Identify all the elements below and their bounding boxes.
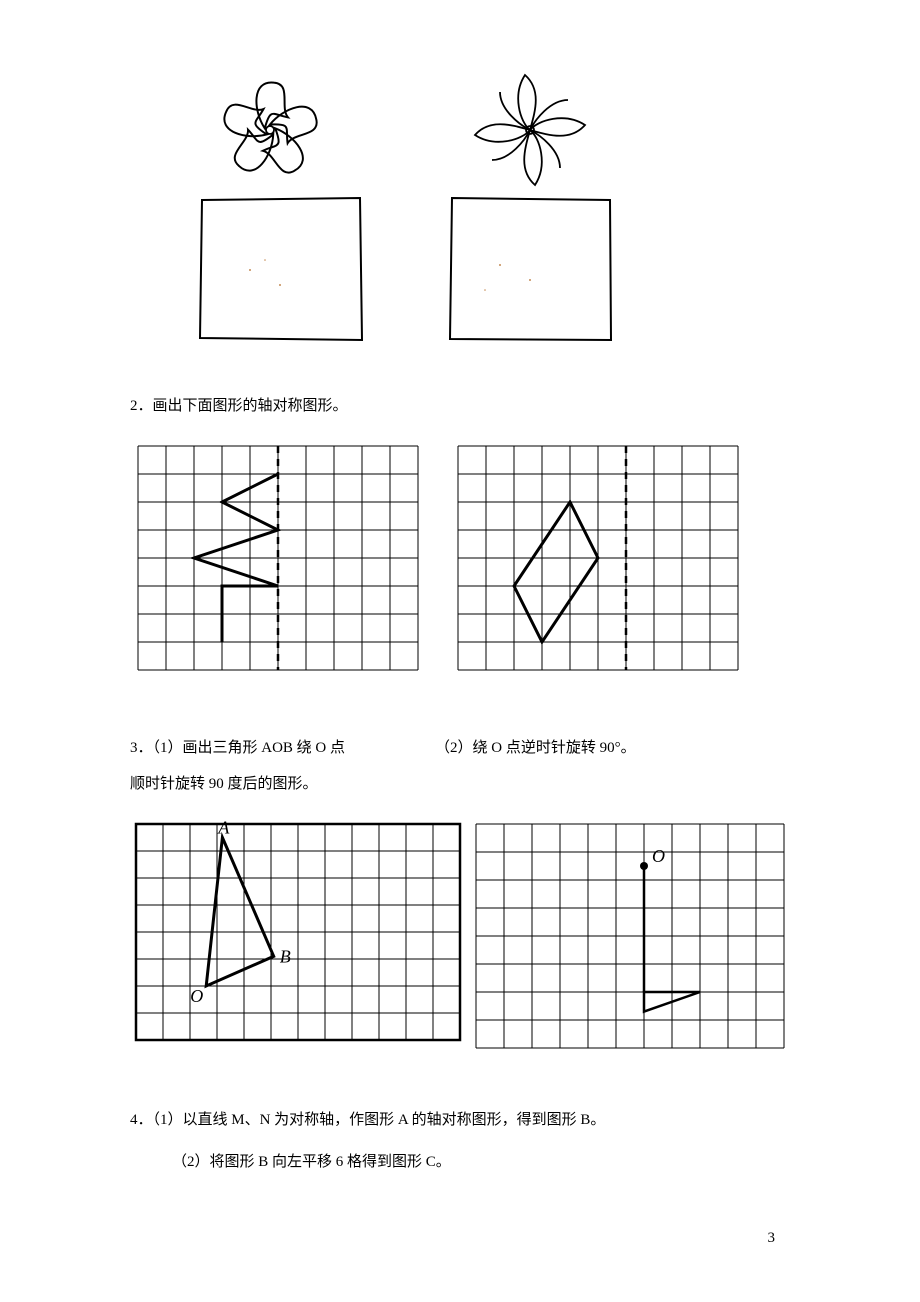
svg-text:O: O	[190, 986, 203, 1006]
answer-box-right	[450, 198, 611, 340]
q3-text-left-2: 顺时针旋转 90 度后的图形。	[130, 766, 800, 802]
q4-text-2: （2）将图形 B 向左平移 6 格得到图形 C。	[130, 1144, 800, 1180]
q2-figures	[130, 440, 800, 680]
q3-grid-right: O	[476, 824, 784, 1048]
q3-svg: A B O O	[130, 818, 800, 1058]
q2-grid-left	[138, 446, 418, 670]
q3-grid-left: A B O	[136, 818, 460, 1040]
q2-text: 2．画出下面图形的轴对称图形。	[130, 388, 800, 424]
q4-text-1: 4．（1）以直线 M、N 为对称轴，作图形 A 的轴对称图形，得到图形 B。	[130, 1102, 800, 1138]
worksheet-page: 2．画出下面图形的轴对称图形。 3．（1）画出三角形 AOB 绕 O 点 （2）…	[0, 0, 920, 1302]
pinwheel-icon	[475, 75, 585, 185]
svg-text:O: O	[652, 846, 665, 866]
q3-text-row: 3．（1）画出三角形 AOB 绕 O 点 （2）绕 O 点逆时针旋转 90°。	[130, 730, 800, 766]
q2-grid-right	[458, 446, 738, 670]
q3-figures: A B O O	[130, 818, 800, 1058]
q1-svg	[130, 70, 690, 360]
page-number: 3	[768, 1230, 776, 1247]
q3-text-left: 3．（1）画出三角形 AOB 绕 O 点	[130, 730, 345, 766]
svg-text:A: A	[217, 818, 230, 838]
q3-text-right: （2）绕 O 点逆时针旋转 90°。	[435, 730, 636, 766]
svg-text:B: B	[280, 946, 291, 966]
answer-box-left	[200, 198, 362, 340]
q2-svg	[130, 440, 780, 680]
q1-figures	[130, 70, 800, 360]
flower-icon	[219, 78, 317, 178]
